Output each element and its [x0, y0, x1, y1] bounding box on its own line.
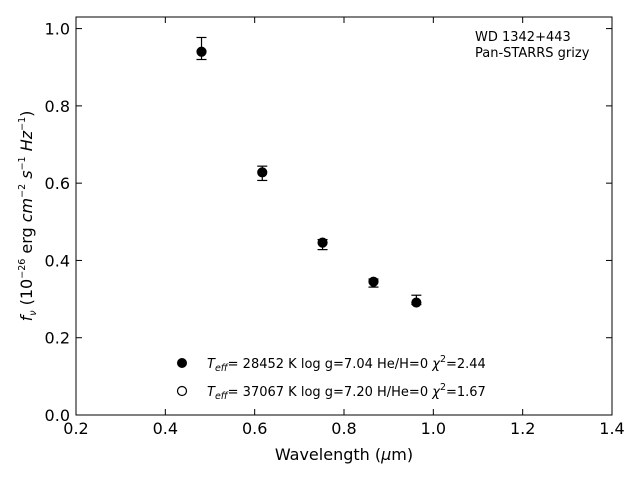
y-axis-ticks: 0.0 0.2 0.4 0.6 0.8 1.0	[45, 20, 612, 425]
x-tick-label: 0.8	[331, 419, 356, 438]
data-points	[196, 46, 422, 308]
y-tick-label: 0.4	[45, 251, 70, 270]
error-bars	[196, 36, 422, 306]
plot-frame	[75, 16, 613, 416]
x-tick-label: 0.2	[63, 419, 88, 438]
x-axis-ticks: 0.2 0.4 0.6 0.8 1.0 1.2 1.4	[63, 17, 625, 438]
x-tick-label: 0.4	[153, 419, 178, 438]
survey-annotation: Pan-STARRS grizy	[475, 46, 590, 61]
data-point-filled	[317, 237, 328, 248]
x-tick-label: 1.2	[510, 419, 535, 438]
legend-entry-helium: Teff= 37067 K log g=7.20 H/He=0 χ2=1.67	[207, 382, 486, 402]
legend-entry-hydrogen: Teff= 28452 K log g=7.04 He/H=0 χ2=2.44	[207, 354, 486, 374]
y-tick-label: 0.6	[45, 174, 70, 193]
y-axis-label: fν (10−26 erg cm−2 s−1 Hz−1)	[17, 111, 39, 322]
legend-marker-open	[176, 385, 188, 397]
x-axis-label: Wavelength (μm)	[275, 445, 413, 464]
target-name-annotation: WD 1342+443	[475, 30, 571, 45]
legend: Teff= 28452 K log g=7.04 He/H=0 χ2=2.44 …	[176, 354, 486, 402]
y-tick-label: 1.0	[45, 20, 70, 39]
data-point-filled	[368, 276, 379, 287]
data-point-filled	[257, 167, 268, 178]
x-tick-label: 0.6	[242, 419, 267, 438]
data-point-filled	[196, 46, 207, 57]
y-tick-label: 0.8	[45, 97, 70, 116]
data-point-filled	[411, 297, 422, 308]
legend-marker-filled	[177, 358, 187, 368]
y-tick-label: 0.0	[45, 406, 70, 425]
y-tick-label: 0.2	[45, 329, 70, 348]
x-tick-label: 1.4	[599, 419, 624, 438]
x-tick-label: 1.0	[421, 419, 446, 438]
